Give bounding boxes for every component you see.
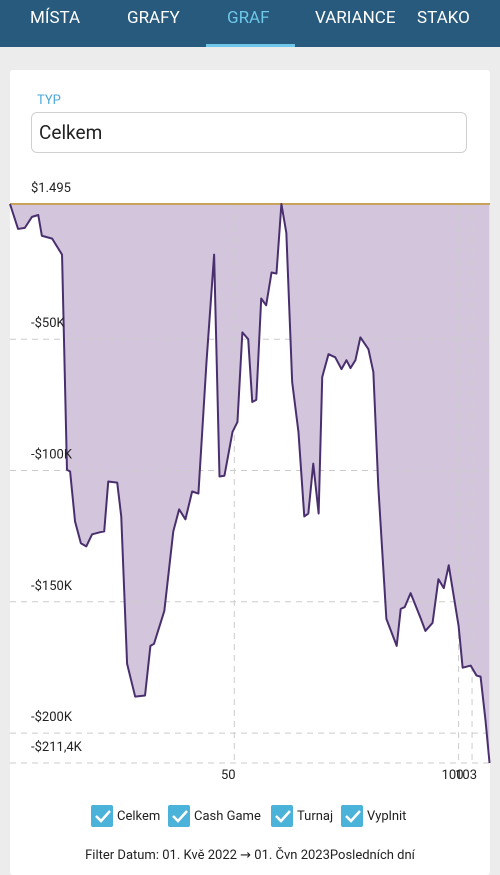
tab[interactable]: GRAFY <box>127 8 180 28</box>
tab[interactable]: MÍSTA <box>30 8 81 28</box>
series-line <box>9 203 491 764</box>
filter-text: Filter Datum: 01. Kvě 2022 → 01. Čvn 202… <box>85 848 415 863</box>
type-select[interactable]: Celkem <box>31 112 467 153</box>
checkmark <box>275 810 291 823</box>
legend-label: Cash Game <box>194 809 261 824</box>
field-label: TYP <box>37 93 61 108</box>
tab[interactable]: GRAF <box>227 8 270 28</box>
y-tick-label: -$100K <box>31 447 73 462</box>
area-fill <box>10 204 490 763</box>
tab-bar: MÍSTA GRAFY GRAF VARIANCE STAKO <box>0 0 500 47</box>
tab[interactable]: VARIANCE <box>315 8 396 28</box>
checkbox <box>271 805 293 827</box>
y-tick-label: -$211,4K <box>31 740 83 755</box>
checkbox <box>341 805 363 827</box>
checkbox <box>91 805 113 827</box>
legend-item[interactable]: Cash Game <box>168 805 261 827</box>
x-tick-label: 50 <box>221 768 236 783</box>
checkmark <box>345 810 361 823</box>
y-tick-label: -$200K <box>31 710 73 725</box>
x-tick-label: 103 <box>455 768 477 783</box>
y-tick-label: -$50K <box>31 316 66 331</box>
tab-indicator <box>206 44 295 47</box>
legend-item[interactable]: Turnaj <box>271 805 333 827</box>
legend-item[interactable]: Vyplnit <box>341 805 406 827</box>
legend-label: Celkem <box>117 809 160 824</box>
legend-item[interactable]: Celkem <box>91 805 160 827</box>
y-tick-label: -$150K <box>31 579 73 594</box>
tab[interactable]: STAKO <box>417 8 470 28</box>
legend-label: Vyplnit <box>367 809 406 824</box>
checkbox <box>168 805 190 827</box>
checkmark <box>95 810 111 823</box>
y-tick-label: $1.495 <box>31 181 71 196</box>
checkmark <box>172 810 188 823</box>
x-tick-label: 100 <box>442 768 464 783</box>
legend-label: Turnaj <box>297 809 333 824</box>
